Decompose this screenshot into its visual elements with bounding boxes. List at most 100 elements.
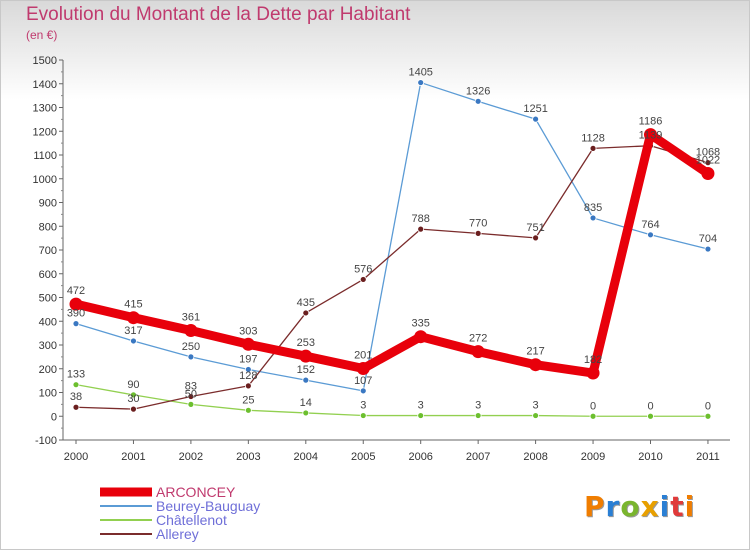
data-point-arconcey bbox=[184, 324, 198, 338]
y-tick-label: 0 bbox=[51, 411, 57, 423]
data-label-allerey: 1068 bbox=[696, 147, 720, 159]
chart-axes: -100010020030040050060070080090010001100… bbox=[33, 55, 730, 463]
data-label-beurey-bauguay: 107 bbox=[354, 375, 372, 387]
data-label-ch-tellenot: 3 bbox=[418, 400, 424, 412]
logo-letter: x bbox=[640, 490, 660, 523]
data-point-arconcey bbox=[414, 330, 428, 344]
data-point-beurey-bauguay bbox=[417, 79, 425, 86]
data-label-arconcey: 415 bbox=[124, 299, 142, 311]
data-label-ch-tellenot: 25 bbox=[242, 394, 254, 406]
series-line-allerey bbox=[75, 145, 709, 410]
data-label-arconcey: 472 bbox=[67, 285, 85, 297]
data-label-beurey-bauguay: 1326 bbox=[466, 85, 490, 97]
legend-label-beurey-bauguay: Beurey-Bauguay bbox=[156, 498, 260, 514]
data-point-beurey-bauguay bbox=[130, 337, 137, 345]
data-point-ch-tellenot bbox=[359, 412, 367, 419]
x-tick-label: 2003 bbox=[236, 451, 260, 463]
data-point-beurey-bauguay bbox=[187, 353, 195, 361]
data-point-ch-tellenot bbox=[704, 412, 712, 420]
data-point-ch-tellenot bbox=[647, 412, 654, 420]
data-point-allerey bbox=[187, 393, 195, 400]
data-point-allerey bbox=[130, 405, 137, 413]
data-label-ch-tellenot: 50 bbox=[185, 388, 197, 400]
data-point-arconcey bbox=[701, 167, 715, 181]
data-label-beurey-bauguay: 835 bbox=[584, 202, 602, 214]
data-label-arconcey: 217 bbox=[526, 346, 544, 358]
data-point-beurey-bauguay bbox=[532, 115, 539, 123]
y-tick-label: -100 bbox=[35, 435, 57, 447]
data-label-arconcey: 335 bbox=[412, 318, 430, 330]
y-tick-label: 500 bbox=[39, 293, 57, 305]
data-point-beurey-bauguay bbox=[72, 320, 80, 328]
x-tick-label: 2000 bbox=[64, 451, 88, 463]
logo-letter: i bbox=[659, 490, 671, 523]
data-point-allerey bbox=[72, 403, 80, 411]
x-tick-label: 2006 bbox=[408, 451, 432, 463]
x-tick-label: 2007 bbox=[466, 451, 490, 463]
data-point-beurey-bauguay bbox=[704, 245, 712, 253]
data-label-beurey-bauguay: 197 bbox=[239, 353, 257, 365]
y-tick-label: 100 bbox=[39, 388, 57, 400]
data-point-ch-tellenot bbox=[302, 409, 310, 417]
data-point-arconcey bbox=[126, 311, 140, 325]
data-point-ch-tellenot bbox=[589, 412, 597, 420]
data-label-beurey-bauguay: 1405 bbox=[408, 67, 432, 79]
logo-letter: o bbox=[620, 490, 641, 523]
data-point-allerey bbox=[589, 144, 597, 152]
chart-data-labels: 3903172501971521071405132612518357647041… bbox=[67, 67, 720, 413]
data-label-arconcey: 201 bbox=[354, 350, 372, 362]
data-label-arconcey: 303 bbox=[239, 325, 257, 337]
y-tick-label: 1500 bbox=[33, 55, 57, 67]
data-label-arconcey: 1186 bbox=[639, 116, 663, 128]
y-tick-label: 200 bbox=[39, 364, 57, 376]
data-point-beurey-bauguay bbox=[302, 376, 310, 384]
data-point-allerey bbox=[302, 309, 310, 317]
legend-label-ch-tellenot: Châtellenot bbox=[156, 512, 227, 528]
x-tick-label: 2001 bbox=[121, 451, 145, 463]
data-point-ch-tellenot bbox=[417, 412, 425, 419]
y-tick-label: 900 bbox=[39, 198, 57, 210]
data-label-allerey: 435 bbox=[297, 297, 315, 309]
x-tick-label: 2005 bbox=[351, 451, 375, 463]
data-label-arconcey: 272 bbox=[469, 333, 487, 345]
data-point-allerey bbox=[359, 276, 367, 283]
logo-letter: r bbox=[605, 490, 621, 523]
data-label-ch-tellenot: 14 bbox=[300, 397, 312, 409]
data-label-allerey: 1128 bbox=[581, 132, 605, 144]
x-tick-label: 2002 bbox=[179, 451, 203, 463]
y-tick-label: 300 bbox=[39, 340, 57, 352]
chart-series bbox=[69, 79, 715, 420]
data-point-arconcey bbox=[299, 349, 313, 363]
series-line-arconcey bbox=[71, 130, 713, 378]
legend-label-allerey: Allerey bbox=[156, 526, 199, 542]
data-label-allerey: 751 bbox=[526, 222, 544, 234]
data-label-allerey: 30 bbox=[127, 393, 139, 405]
data-point-allerey bbox=[704, 159, 712, 167]
data-point-ch-tellenot bbox=[532, 412, 539, 419]
data-label-beurey-bauguay: 704 bbox=[699, 233, 717, 245]
data-point-beurey-bauguay bbox=[359, 387, 367, 395]
data-point-ch-tellenot bbox=[72, 381, 80, 389]
data-label-ch-tellenot: 0 bbox=[647, 400, 653, 412]
x-tick-label: 2004 bbox=[294, 451, 318, 463]
data-point-beurey-bauguay bbox=[647, 231, 654, 239]
y-tick-label: 600 bbox=[39, 269, 57, 281]
data-label-beurey-bauguay: 1251 bbox=[523, 103, 547, 115]
series-line-ch-tellenot bbox=[75, 384, 709, 417]
data-label-arconcey: 253 bbox=[297, 337, 315, 349]
data-label-beurey-bauguay: 317 bbox=[124, 325, 142, 337]
data-label-beurey-bauguay: 152 bbox=[297, 364, 315, 376]
proxiti-logo: Proxiti bbox=[584, 490, 695, 523]
data-label-allerey: 128 bbox=[239, 370, 257, 382]
data-point-allerey bbox=[474, 229, 482, 237]
data-point-arconcey bbox=[586, 366, 600, 380]
logo-letter: t bbox=[670, 490, 685, 523]
data-label-allerey: 1139 bbox=[639, 130, 663, 142]
data-label-beurey-bauguay: 764 bbox=[641, 219, 659, 231]
data-label-allerey: 83 bbox=[185, 381, 197, 393]
data-point-arconcey bbox=[644, 128, 657, 142]
y-tick-label: 700 bbox=[39, 245, 57, 257]
data-label-beurey-bauguay: 250 bbox=[182, 341, 200, 353]
data-point-beurey-bauguay bbox=[244, 366, 252, 373]
